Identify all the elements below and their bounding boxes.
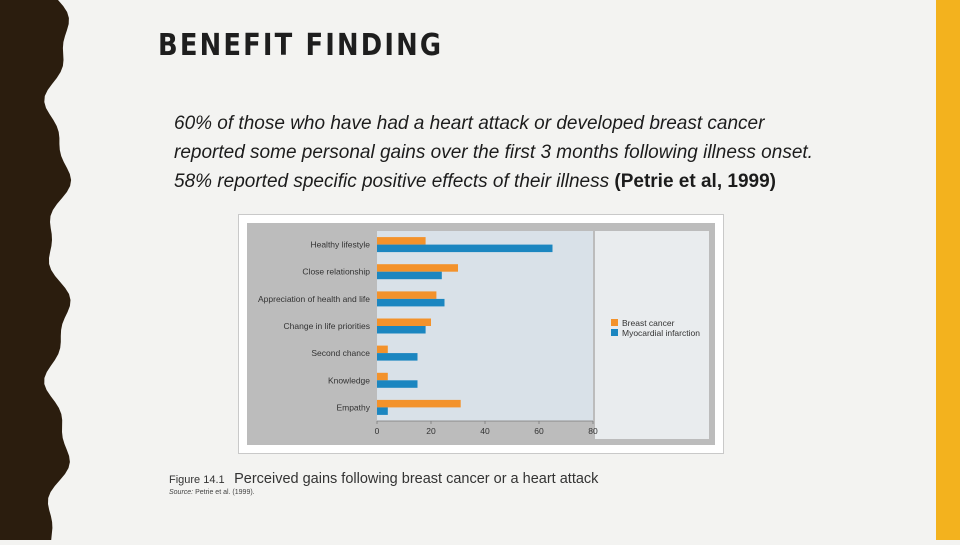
legend-swatch bbox=[611, 319, 618, 326]
citation: (Petrie et al, 1999) bbox=[614, 171, 776, 192]
bar-chart: Healthy lifestyle Close relationship Appre… bbox=[247, 223, 715, 445]
chart-figure: Healthy lifestyle Close relationship Appre… bbox=[238, 214, 724, 454]
figure-label: Figure 14.1 bbox=[169, 474, 225, 486]
category-label: Close relationship bbox=[302, 267, 370, 277]
bar-myocardial-infarction bbox=[377, 271, 442, 280]
x-tick-label: 60 bbox=[534, 426, 544, 436]
x-tick-label: 0 bbox=[375, 426, 380, 436]
category-label: Healthy lifestyle bbox=[310, 240, 370, 250]
x-tick-label: 40 bbox=[480, 426, 490, 436]
figure-source: Source: Petrie et al. (1999). bbox=[169, 489, 255, 496]
bar-myocardial-infarction bbox=[377, 326, 426, 334]
category-label: Second chance bbox=[311, 348, 370, 358]
bar-breast-cancer bbox=[377, 372, 388, 381]
wave-edge bbox=[0, 0, 72, 540]
category-label: Knowledge bbox=[328, 375, 370, 385]
legend-label: Breast cancer bbox=[622, 318, 675, 328]
slide-title: BENEFIT FINDING bbox=[158, 28, 444, 63]
legend-swatch bbox=[611, 329, 618, 336]
bar-breast-cancer bbox=[377, 399, 461, 408]
bar-myocardial-infarction bbox=[377, 380, 418, 388]
slide-body-text: 60% of those who have had a heart attack… bbox=[174, 109, 814, 196]
bar-myocardial-infarction bbox=[377, 407, 388, 415]
body-italic-text: 60% of those who have had a heart attack… bbox=[174, 113, 813, 192]
source-text: Petrie et al. (1999). bbox=[195, 489, 255, 496]
figure-title: Perceived gains following breast cancer … bbox=[234, 471, 599, 487]
category-label: Appreciation of health and life bbox=[258, 294, 370, 304]
bar-myocardial-infarction bbox=[377, 353, 418, 361]
bar-breast-cancer bbox=[377, 291, 437, 299]
x-tick-label: 20 bbox=[426, 426, 436, 436]
legend-label: Myocardial infarction bbox=[622, 328, 700, 338]
bar-breast-cancer bbox=[377, 237, 426, 245]
category-label: Change in life priorities bbox=[284, 321, 370, 331]
category-label: Empathy bbox=[336, 402, 370, 412]
bar-myocardial-infarction bbox=[377, 244, 553, 253]
figure-caption: Figure 14.1 Perceived gains following br… bbox=[169, 470, 598, 488]
bar-breast-cancer bbox=[377, 318, 431, 326]
x-tick-label: 80 bbox=[588, 426, 598, 436]
bar-breast-cancer bbox=[377, 264, 458, 272]
bar-myocardial-infarction bbox=[377, 298, 445, 307]
right-accent-band bbox=[936, 0, 960, 540]
bar-breast-cancer bbox=[377, 345, 388, 354]
source-label: Source: bbox=[169, 489, 194, 496]
left-decorative-band bbox=[0, 0, 90, 540]
